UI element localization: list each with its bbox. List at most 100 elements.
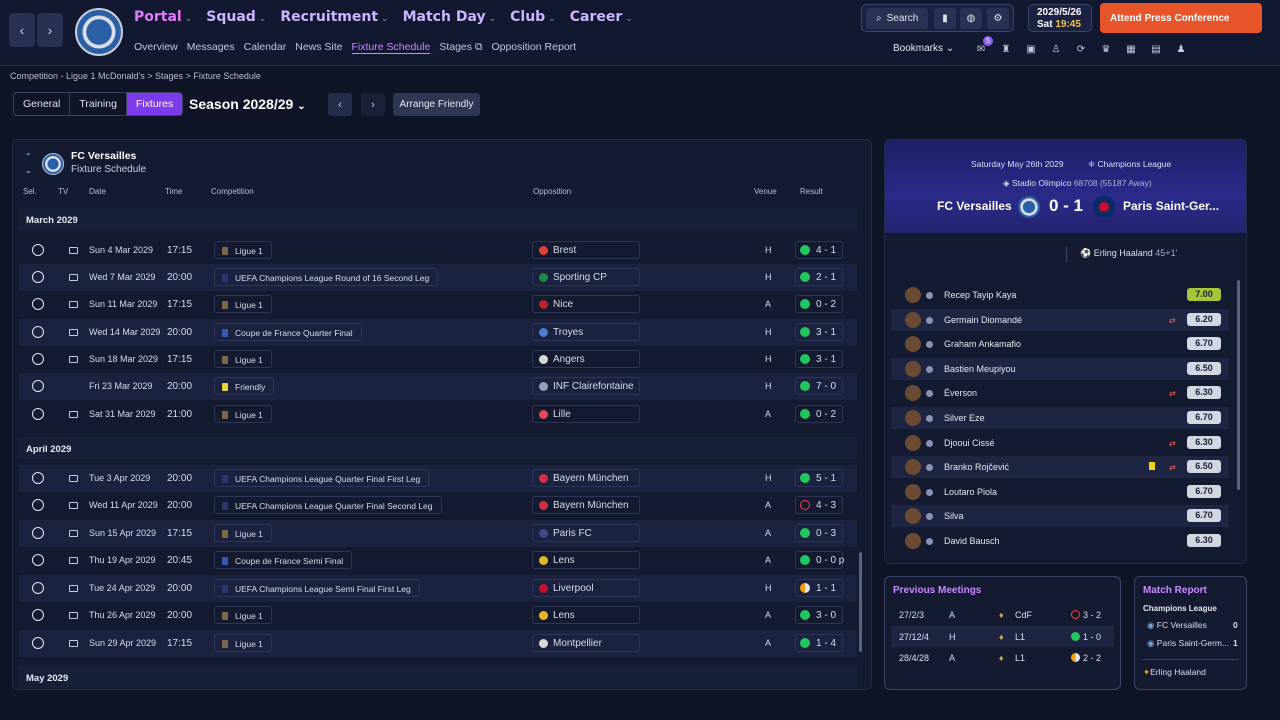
header-venue[interactable]: Venue — [754, 187, 777, 196]
table-row[interactable]: Wed 7 Mar 2029 20:00 UEFA Champions League… — [19, 264, 857, 291]
player-row[interactable]: Silver Eze 6.70 — [891, 407, 1229, 429]
player-row[interactable]: Recep Tayip Kaya 7.00 — [891, 284, 1229, 306]
result-tag[interactable]: 3 - 1 — [795, 350, 843, 368]
tab-training[interactable]: Training — [70, 93, 127, 115]
header-sel[interactable]: Sel. — [23, 187, 37, 196]
result-tag[interactable]: 4 - 1 — [795, 241, 843, 259]
table-row[interactable]: Sun 18 Mar 2029 17:15 Ligue 1 Angers H 3 - 1 — [19, 346, 857, 373]
prev-season-button[interactable]: ‹ — [328, 93, 352, 116]
subnav-overview[interactable]: Overview — [134, 41, 178, 53]
opposition-tag[interactable]: INF Clairefontaine — [532, 377, 640, 395]
player-row[interactable]: Éverson ⇄ 6.30 — [891, 382, 1229, 404]
tab-general[interactable]: General — [14, 93, 71, 115]
table-row[interactable]: Tue 24 Apr 2029 20:00 UEFA Champions Leagu… — [19, 575, 857, 602]
search-button[interactable]: ⌕ Search — [866, 8, 928, 29]
next-season-button[interactable]: › — [361, 93, 385, 116]
match-header[interactable]: Saturday May 26th 2029 ⁜ Champions Leagu… — [885, 140, 1246, 233]
player-row[interactable]: Germain Diomandé ⇄ 6.20 — [891, 308, 1229, 331]
select-radio[interactable] — [32, 353, 44, 365]
bookmark-icon[interactable]: ▮ — [934, 8, 956, 29]
competition-tag[interactable]: Ligue 1 — [214, 405, 272, 423]
competition-tag[interactable]: Ligue 1 — [214, 295, 272, 313]
nav-career[interactable]: Career ⌄ — [569, 9, 633, 25]
competition-tag[interactable]: Ligue 1 — [214, 241, 272, 259]
nav-club[interactable]: Club ⌄ — [510, 9, 556, 25]
table-row[interactable]: Thu 19 Apr 2029 20:45 Coupe de France Semi… — [19, 547, 857, 574]
select-radio[interactable] — [32, 472, 44, 484]
header-tv[interactable]: TV — [58, 187, 69, 196]
subnav-stages[interactable]: Stages ⧉ — [439, 41, 482, 54]
meeting-row[interactable]: 27/2/3 A ♦ CdF 3 - 2 — [891, 604, 1114, 625]
select-radio[interactable] — [32, 527, 44, 539]
breadcrumb[interactable]: Competition - Ligue 1 McDonald's > Stage… — [10, 71, 261, 81]
game-date[interactable]: 2029/5/26 Sat 19:45 — [1028, 4, 1092, 32]
player-row[interactable]: David Bausch 6.30 — [891, 530, 1229, 552]
trophy-icon[interactable]: ♛ — [1101, 43, 1111, 55]
competition-tag[interactable]: UEFA Champions League Round of 16 Second… — [214, 268, 439, 286]
select-radio[interactable] — [32, 582, 44, 594]
competition-tag[interactable]: Ligue 1 — [214, 634, 272, 652]
competition-tag[interactable]: Ligue 1 — [214, 524, 272, 542]
table-row[interactable]: Sun 15 Apr 2029 17:15 Ligue 1 Paris FC A 0 - … — [19, 520, 857, 547]
select-radio[interactable] — [32, 408, 44, 420]
table-row[interactable]: Thu 26 Apr 2029 20:00 Ligue 1 Lens A 3 - 0 — [19, 602, 857, 629]
back-button[interactable]: ‹ — [9, 13, 35, 47]
competition-tag[interactable]: Ligue 1 — [214, 606, 272, 624]
scrollbar[interactable] — [859, 552, 862, 652]
nav-squad[interactable]: Squad ⌄ — [206, 9, 267, 25]
opposition-tag[interactable]: Bayern München — [532, 496, 640, 514]
table-row[interactable]: Sun 11 Mar 2029 17:15 Ligue 1 Nice A 0 - 2 — [19, 291, 857, 318]
competition-tag[interactable]: UEFA Champions League Quarter Final Firs… — [214, 469, 430, 487]
collapse-icon[interactable]: ⌃ — [25, 152, 32, 161]
player-row[interactable]: Djooui Cissé ⇄ 6.30 — [891, 432, 1229, 454]
subnav-messages[interactable]: Messages — [186, 41, 235, 53]
opposition-tag[interactable]: Troyes — [532, 323, 640, 341]
opposition-tag[interactable]: Lens — [532, 606, 640, 624]
result-tag[interactable]: 2 - 1 — [795, 268, 843, 286]
competition-tag[interactable]: Coupe de France Semi Final — [214, 551, 353, 569]
opposition-tag[interactable]: Montpellier — [532, 634, 640, 652]
subnav-calendar[interactable]: Calendar — [243, 41, 287, 53]
player-row[interactable]: Bastien Meupiyou 6.50 — [891, 357, 1229, 380]
result-tag[interactable]: 0 - 2 — [795, 295, 843, 313]
subnav-news-site[interactable]: News Site — [295, 41, 343, 53]
select-radio[interactable] — [32, 326, 44, 338]
header-opposition[interactable]: Opposition — [533, 187, 572, 196]
select-radio[interactable] — [32, 298, 44, 310]
opposition-tag[interactable]: Paris FC — [532, 524, 640, 542]
result-tag[interactable]: 3 - 0 — [795, 606, 843, 624]
person-icon[interactable]: ♟ — [1176, 43, 1186, 55]
competition-tag[interactable]: UEFA Champions League Quarter Final Seco… — [214, 496, 442, 514]
globe-icon[interactable]: ◍ — [960, 8, 982, 29]
meeting-row[interactable]: 28/4/28 A ♦ L1 2 - 2 — [891, 647, 1114, 668]
result-tag[interactable]: 7 - 0 — [795, 377, 843, 395]
meeting-row[interactable]: 27/12/4 H ♦ L1 1 - 0 — [891, 625, 1114, 647]
result-tag[interactable]: 4 - 3 — [795, 496, 843, 514]
table-row[interactable]: Sun 29 Apr 2029 17:15 Ligue 1 Montpellier A 1… — [19, 630, 857, 657]
forward-button[interactable]: › — [37, 13, 63, 47]
nav-match-day[interactable]: Match Day ⌄ — [402, 9, 497, 25]
table-row[interactable]: Sun 4 Mar 2029 17:15 Ligue 1 Brest H 4 - 1 — [19, 237, 857, 264]
ratings-scrollbar[interactable] — [1237, 280, 1240, 490]
opposition-tag[interactable]: Angers — [532, 350, 640, 368]
training-icon[interactable]: ♙ — [1051, 43, 1061, 55]
opposition-tag[interactable]: Liverpool — [532, 579, 640, 597]
arrange-friendly-button[interactable]: Arrange Friendly — [393, 93, 480, 116]
player-row[interactable]: Loutaro Piola 6.70 — [891, 481, 1229, 503]
competition-tag[interactable]: Ligue 1 — [214, 350, 272, 368]
competition-tag[interactable]: Friendly — [214, 377, 275, 395]
competition-tag[interactable]: Coupe de France Quarter Final — [214, 323, 362, 341]
header-time[interactable]: Time — [165, 187, 183, 196]
club-crest[interactable] — [75, 8, 123, 56]
schedule-icon[interactable]: ▤ — [1151, 43, 1161, 55]
gear-icon[interactable]: ⚙ — [987, 8, 1009, 29]
player-row[interactable]: Branko Rojčević ⇄ 6.50 — [891, 456, 1229, 479]
table-row[interactable]: Wed 11 Apr 2029 20:00 UEFA Champions Leagu… — [19, 492, 857, 519]
player-row[interactable]: Graham Ankamafio 6.70 — [891, 333, 1229, 355]
opposition-tag[interactable]: Lens — [532, 551, 640, 569]
table-row[interactable]: Tue 3 Apr 2029 20:00 UEFA Champions League… — [19, 465, 857, 492]
result-tag[interactable]: 1 - 4 — [795, 634, 843, 652]
expand-icon[interactable]: ⌄ — [25, 166, 32, 175]
select-radio[interactable] — [32, 271, 44, 283]
header-competition[interactable]: Competition — [211, 187, 254, 196]
